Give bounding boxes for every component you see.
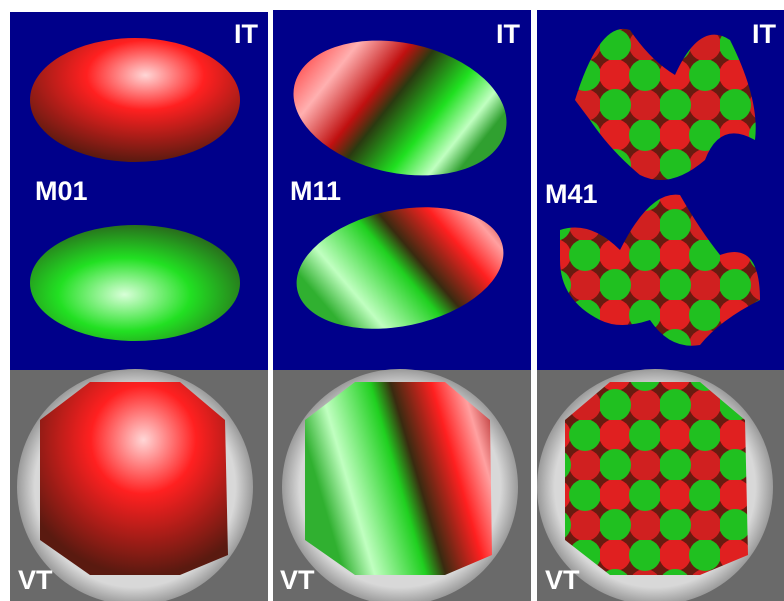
- label: M01: [35, 176, 88, 206]
- label: VT: [545, 565, 580, 595]
- label: VT: [280, 565, 315, 595]
- label: IT: [496, 19, 521, 49]
- surface: [30, 225, 240, 341]
- surface: [30, 38, 240, 162]
- label: M41: [545, 179, 598, 209]
- label: IT: [234, 19, 259, 49]
- label: IT: [752, 19, 777, 49]
- surface: [305, 382, 492, 575]
- panel-1: IT M01 VT: [10, 12, 268, 601]
- panel-3: IT M41 VT: [537, 10, 784, 601]
- label: M11: [290, 176, 341, 206]
- surface: [565, 382, 748, 575]
- panel-2: IT M11 VT: [273, 10, 531, 601]
- surface: [40, 382, 228, 575]
- label: VT: [18, 565, 53, 595]
- figure: IT M01 VT IT M11 VT IT M41 VT: [0, 0, 784, 601]
